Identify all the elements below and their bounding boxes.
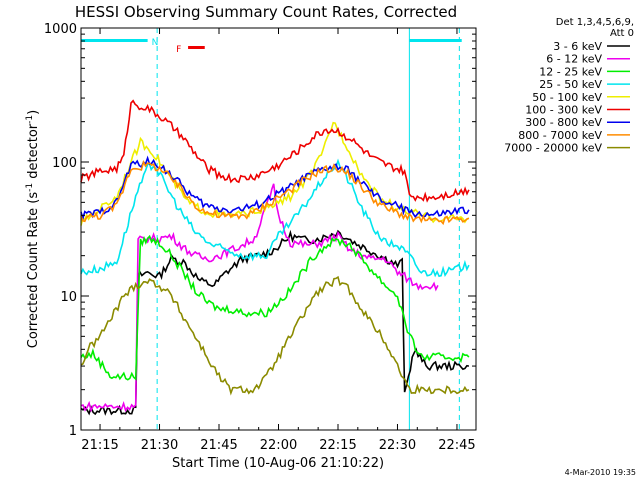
chart-title: HESSI Observing Summary Count Rates, Cor… [75,3,457,21]
series-line-7000to20000keV [80,275,470,396]
flag-bar-2 [188,46,205,49]
x-axis-label: Start Time (10-Aug-06 21:10:22) [172,456,384,471]
y-tick-label: 1 [69,424,77,439]
legend-label: 12 - 25 keV [539,65,602,78]
y-axis-ticks: 1 10 100 1000 [44,22,476,439]
legend-label: 100 - 300 keV [525,104,602,117]
series-line-25to50keV [80,158,470,278]
y-tick-label: 1000 [44,22,77,37]
y-axis-label: Corrected Count Rate (s-1 detector-1) [25,110,41,348]
series-line-3to6keV [80,229,470,416]
y-axis-label-mid: detector [26,123,41,183]
flag-bars: NF [81,38,462,55]
plot-frame [80,27,477,431]
legend-header-1: Att 0 [610,28,634,39]
series-line-6to12keV [80,183,439,413]
x-tick-label: 22:45 [438,438,475,453]
x-tick-label: 22:30 [379,438,416,453]
series-line-800to7000keV [80,159,470,226]
y-tick-label: 10 [60,290,77,305]
flag-label-2: F [176,45,181,55]
legend-label: 50 - 100 keV [532,91,602,104]
series-line-100to300keV [80,99,470,203]
y-axis-label-exp1: -1 [25,183,35,192]
y-axis-label-main: Corrected Count Rate (s [26,192,41,349]
x-tick-label: 21:45 [200,438,237,453]
legend-label: 6 - 12 keV [546,53,602,66]
series-line-300to800keV [80,155,470,222]
y-axis-label-end: ) [26,110,41,115]
legend-label: 25 - 50 keV [539,78,602,91]
timestamp: 4-Mar-2010 19:35 [565,468,636,477]
time-markers [156,28,460,430]
x-axis-ticks: 21:15 21:30 21:45 22:00 22:15 22:30 22:45 [81,28,476,453]
series-lines [80,99,470,416]
flag-bar-0 [81,39,148,42]
legend-label: 7000 - 20000 keV [504,142,602,155]
x-tick-label: 22:15 [319,438,356,453]
legend-label: 800 - 7000 keV [518,129,602,142]
x-tick-label: 21:15 [81,438,118,453]
y-axis-label-exp2: -1 [25,115,35,124]
x-tick-label: 22:00 [260,438,297,453]
legend-label: 3 - 6 keV [553,40,602,53]
legend-header-0: Det 1,3,4,5,6,9, [556,17,634,28]
series-line-12to25keV [80,234,470,381]
flag-bar-1 [409,39,462,42]
y-tick-label: 100 [52,156,77,171]
flag-label-0: N [152,38,159,48]
x-tick-label: 21:30 [141,438,178,453]
legend-label: 300 - 800 keV [525,116,602,129]
